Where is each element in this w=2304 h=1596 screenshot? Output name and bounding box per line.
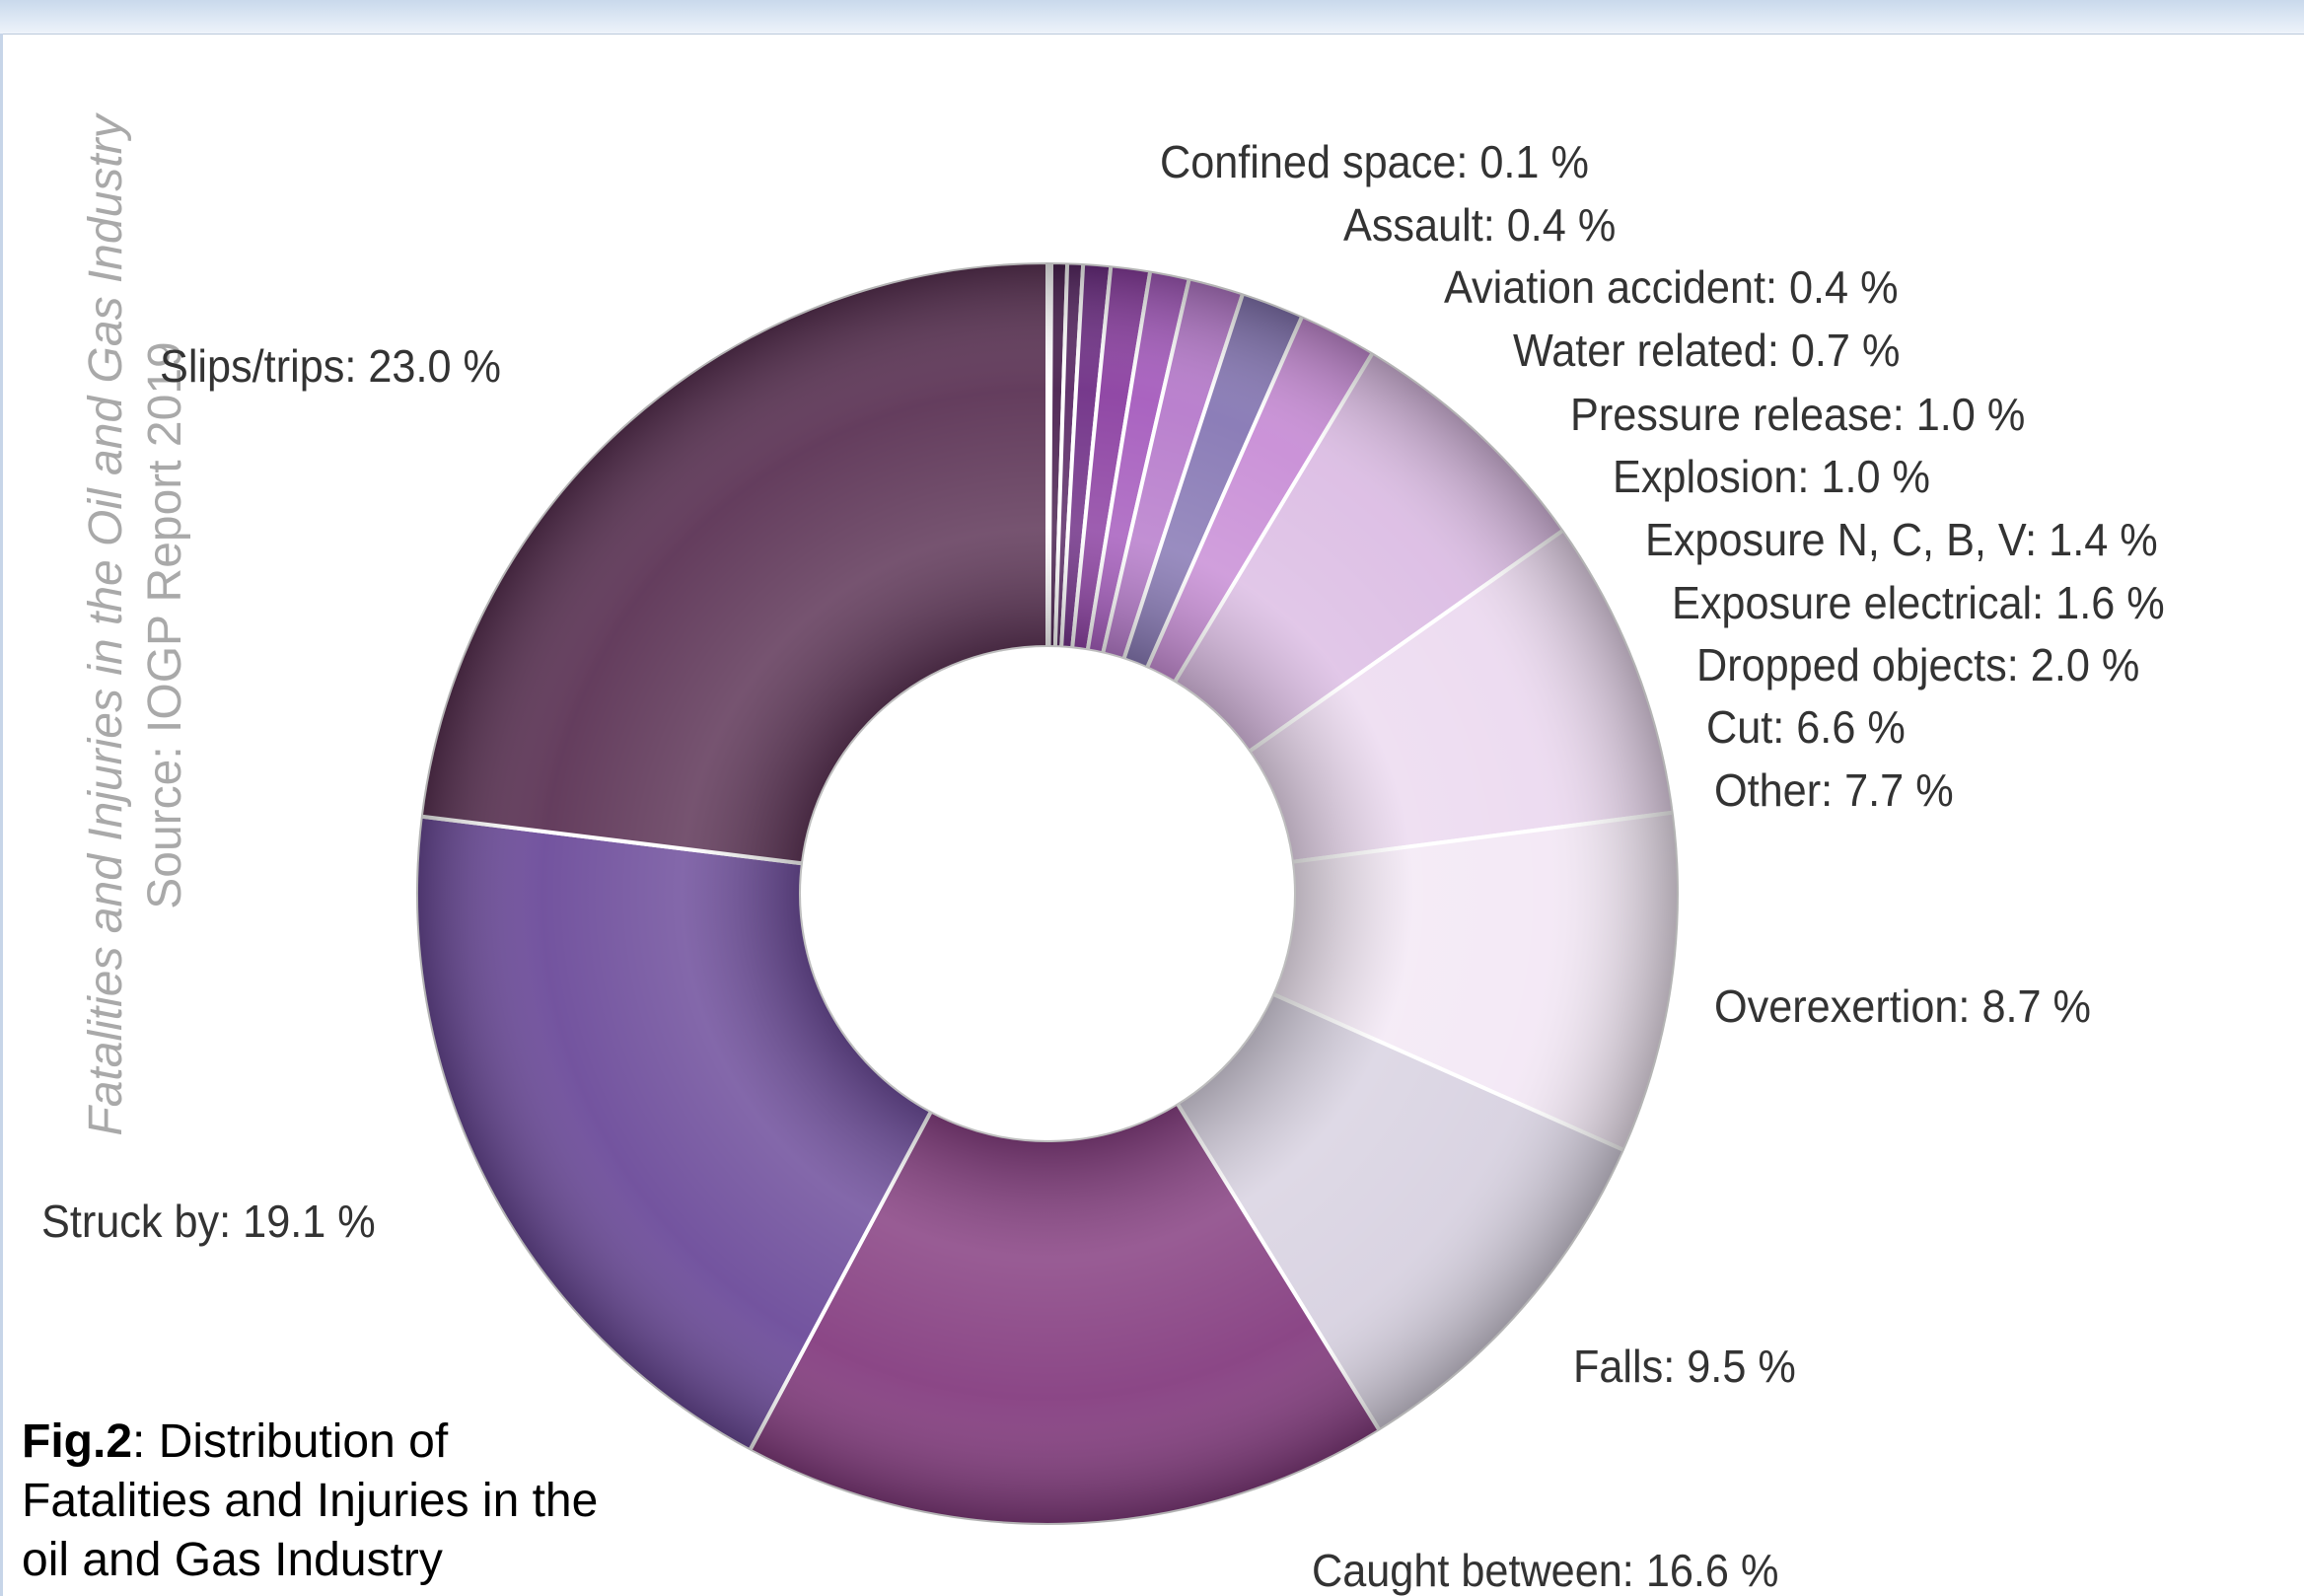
label-assault: Assault: 0.4 % [1343,201,1616,251]
label-slips-trips: Slips/trips: 23.0 % [160,342,501,392]
label-falls: Falls: 9.5 % [1573,1342,1796,1392]
window-top-band [0,0,2304,35]
figure-label: Fig.2 [22,1415,133,1468]
donut-hole [801,647,1294,1140]
label-aviation-accident: Aviation accident: 0.4 % [1444,263,1899,313]
label-water-related: Water related: 0.7 % [1513,326,1900,376]
label-struck-by: Struck by: 19.1 % [41,1197,376,1247]
label-pressure-release: Pressure release: 1.0 % [1570,391,2025,440]
slice-labels: Confined space: 0.1 % Assault: 0.4 % Aviat… [41,138,2165,1596]
window-left-edge [0,34,3,1596]
label-exposure-n-c-b-v: Exposure N, C, B, V: 1.4 % [1645,516,2158,565]
figure-caption: Fig.2: Distribution of Fatalities and In… [22,1413,613,1590]
label-confined-space: Confined space: 0.1 % [1160,138,1589,187]
label-other: Other: 7.7 % [1714,766,1954,816]
label-exposure-electrical: Exposure electrical: 1.6 % [1672,579,2165,628]
label-explosion: Explosion: 1.0 % [1613,453,1930,502]
figure-caption-text: : Distribution of Fatalities and Injurie… [22,1415,599,1586]
label-overexertion: Overexertion: 8.7 % [1714,982,2091,1032]
label-cut: Cut: 6.6 % [1706,703,1906,753]
label-dropped-objects: Dropped objects: 2.0 % [1696,641,2139,690]
label-caught-between: Caught between: 16.6 % [1312,1547,1778,1596]
